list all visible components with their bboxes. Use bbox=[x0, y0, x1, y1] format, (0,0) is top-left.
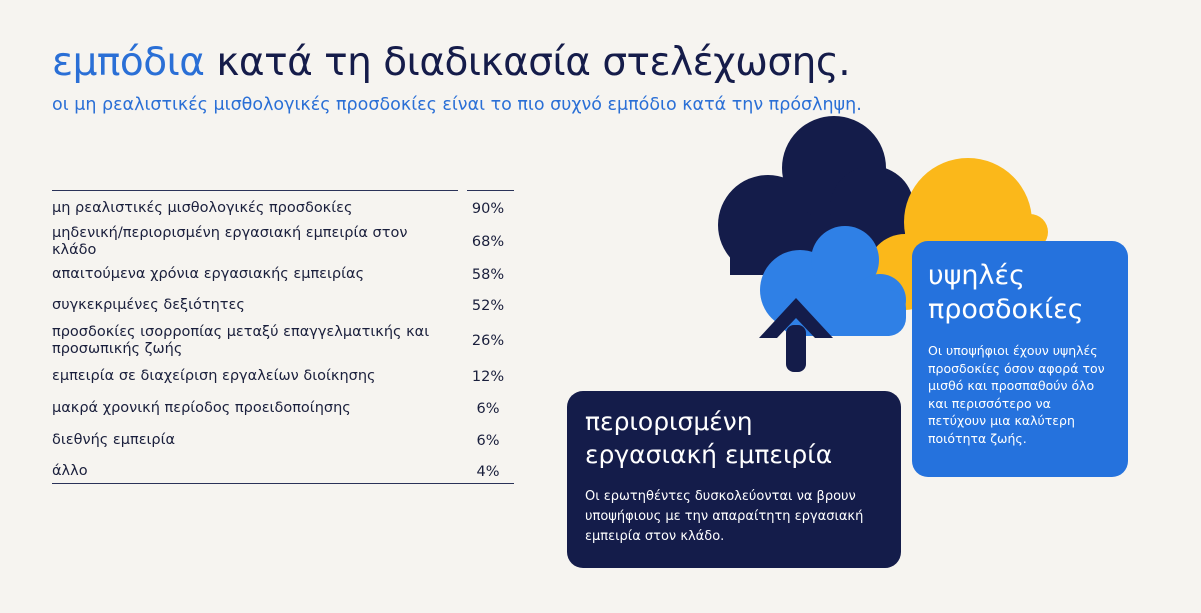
barrier-value: 4% bbox=[476, 463, 500, 480]
table-top-rule-left bbox=[52, 190, 458, 191]
page-title: εμπόδια κατά τη διαδικασία στελέχωσης. bbox=[52, 40, 851, 85]
barrier-label: μακρά χρονική περίοδος προειδοποίησης bbox=[52, 400, 351, 416]
title-accent: εμπόδια bbox=[52, 40, 205, 85]
experience-card-text: Οι ερωτηθέντες δυσκολεύονται να βρουν υπ… bbox=[585, 489, 864, 544]
barrier-label: εμπειρία σε διαχείριση εργαλείων διοίκησ… bbox=[52, 368, 376, 384]
table-row: εμπειρία σε διαχείριση εργαλείων διοίκησ… bbox=[52, 361, 514, 392]
barrier-value: 26% bbox=[471, 333, 505, 349]
table-row: συγκεκριμένες δεξιότητες 52% bbox=[52, 290, 514, 321]
table-row: μηδενική/περιορισμένη εργασιακή εμπειρία… bbox=[52, 225, 514, 259]
table-bottom-rule bbox=[52, 483, 514, 484]
experience-card-title: περιορισμένη εργασιακή εμπειρία bbox=[585, 407, 833, 469]
barrier-label: προσδοκίες ισορροπίας μεταξύ επαγγελματι… bbox=[52, 324, 430, 357]
barrier-value: 52% bbox=[471, 297, 505, 314]
expectations-card-title: υψηλές προσδοκίες bbox=[928, 260, 1084, 325]
table-row: προσδοκίες ισορροπίας μεταξύ επαγγελματι… bbox=[52, 321, 514, 361]
barrier-value: 68% bbox=[471, 234, 505, 250]
barrier-value: 6% bbox=[476, 432, 500, 449]
page-subtitle: οι μη ρεαλιστικές μισθολογικές προσδοκίε… bbox=[52, 95, 862, 115]
table-row: άλλο 4% bbox=[52, 456, 514, 487]
barrier-value: 6% bbox=[476, 400, 500, 417]
barrier-value: 90% bbox=[471, 200, 505, 217]
table-row: μακρά χρονική περίοδος προειδοποίησης 6% bbox=[52, 392, 514, 425]
table-top-rule-right bbox=[467, 190, 514, 191]
barrier-label: απαιτούμενα χρόνια εργασιακής εμπειρίας bbox=[52, 266, 365, 282]
arrow-up-icon bbox=[759, 298, 833, 372]
barrier-value: 58% bbox=[471, 266, 505, 283]
barrier-label: συγκεκριμένες δεξιότητες bbox=[52, 297, 245, 313]
experience-card: περιορισμένη εργασιακή εμπειρία Οι ερωτη… bbox=[567, 391, 901, 568]
barrier-label: μη ρεαλιστικές μισθολογικές προσδοκίες bbox=[52, 200, 353, 216]
barrier-label: διεθνής εμπειρία bbox=[52, 432, 176, 448]
title-rest: κατά τη διαδικασία στελέχωσης. bbox=[216, 40, 851, 85]
barriers-table: μη ρεαλιστικές μισθολογικές προσδοκίες 9… bbox=[52, 192, 514, 487]
table-row: μη ρεαλιστικές μισθολογικές προσδοκίες 9… bbox=[52, 192, 514, 225]
table-row: απαιτούμενα χρόνια εργασιακής εμπειρίας … bbox=[52, 259, 514, 290]
expectations-card-text: Οι υποψήφιοι έχουν υψηλές προσδοκίες όσο… bbox=[928, 343, 1105, 446]
barrier-value: 12% bbox=[471, 368, 505, 385]
expectations-card: υψηλές προσδοκίες Οι υποψήφιοι έχουν υψη… bbox=[912, 241, 1128, 477]
table-row: διεθνής εμπειρία 6% bbox=[52, 425, 514, 456]
barrier-label: μηδενική/περιορισμένη εργασιακή εμπειρία… bbox=[52, 225, 408, 258]
barrier-label: άλλο bbox=[52, 463, 88, 479]
